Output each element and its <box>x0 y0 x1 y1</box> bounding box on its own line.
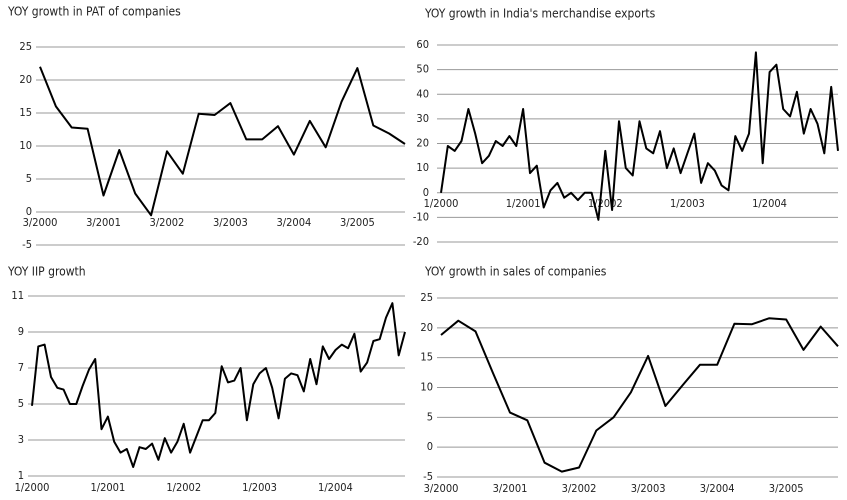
x-tick-label: 1/2004 <box>752 197 787 210</box>
y-tick-label: 5 <box>18 397 24 410</box>
x-tick-label: 1/2000 <box>424 197 459 210</box>
y-tick-label: 10 <box>420 381 433 394</box>
x-tick-label: 1/2004 <box>318 481 353 494</box>
y-tick-label: 11 <box>11 289 24 302</box>
chart-title: YOY IIP growth <box>7 265 86 279</box>
y-tick-label: 20 <box>416 137 429 150</box>
data-line <box>39 66 406 217</box>
y-tick-label: 25 <box>420 291 433 304</box>
data-line <box>440 317 839 473</box>
y-tick-label: 25 <box>19 40 32 53</box>
y-tick-label: 10 <box>416 161 429 174</box>
y-tick-label: 15 <box>19 106 32 119</box>
chart-title: YOY growth in sales of companies <box>424 265 607 279</box>
y-tick-label: 3 <box>18 433 24 446</box>
x-tick-label: 3/2003 <box>213 216 248 229</box>
x-tick-label: 3/2000 <box>424 482 459 495</box>
y-tick-label: 15 <box>420 351 433 364</box>
y-tick-label: 20 <box>19 73 32 86</box>
y-tick-label: 5 <box>427 410 433 423</box>
data-line <box>31 302 406 468</box>
x-tick-label: 3/2002 <box>562 482 597 495</box>
y-tick-label: 5 <box>26 172 32 185</box>
y-tick-label: 9 <box>18 325 24 338</box>
x-tick-label: 1/2001 <box>90 481 125 494</box>
x-tick-label: 3/2003 <box>631 482 666 495</box>
y-tick-label: 0 <box>427 440 433 453</box>
y-tick-label: 0 <box>423 186 429 199</box>
x-tick-label: 1/2003 <box>670 197 705 210</box>
y-tick-label: 1 <box>18 469 24 482</box>
x-tick-label: 1/2003 <box>242 481 277 494</box>
y-tick-label: -10 <box>413 210 429 223</box>
x-tick-label: 3/2005 <box>340 216 375 229</box>
y-tick-label: 0 <box>26 205 32 218</box>
y-tick-label: -5 <box>423 470 433 483</box>
chart-title: YOY growth in India's merchandise export… <box>424 7 656 21</box>
y-tick-label: 7 <box>18 361 24 374</box>
x-tick-label: 1/2000 <box>15 481 50 494</box>
x-tick-label: 3/2001 <box>86 216 121 229</box>
chart-title: YOY growth in PAT of companies <box>7 5 181 19</box>
y-tick-label: 40 <box>416 87 429 100</box>
x-tick-label: 3/2004 <box>277 216 312 229</box>
x-tick-label: 3/2000 <box>23 216 58 229</box>
y-tick-label: 30 <box>416 112 429 125</box>
y-tick-label: -5 <box>22 238 32 251</box>
x-tick-label: 1/2002 <box>588 197 623 210</box>
y-tick-label: -20 <box>413 235 429 248</box>
x-tick-label: 1/2002 <box>166 481 201 494</box>
x-tick-label: 3/2001 <box>493 482 528 495</box>
x-tick-label: 3/2005 <box>769 482 804 495</box>
data-line <box>440 51 839 221</box>
y-tick-label: 10 <box>19 139 32 152</box>
x-tick-label: 1/2001 <box>506 197 541 210</box>
x-tick-label: 3/2004 <box>700 482 735 495</box>
y-tick-label: 20 <box>420 321 433 334</box>
x-tick-label: 3/2002 <box>150 216 185 229</box>
y-tick-label: 60 <box>416 38 429 51</box>
y-tick-label: 50 <box>416 63 429 76</box>
